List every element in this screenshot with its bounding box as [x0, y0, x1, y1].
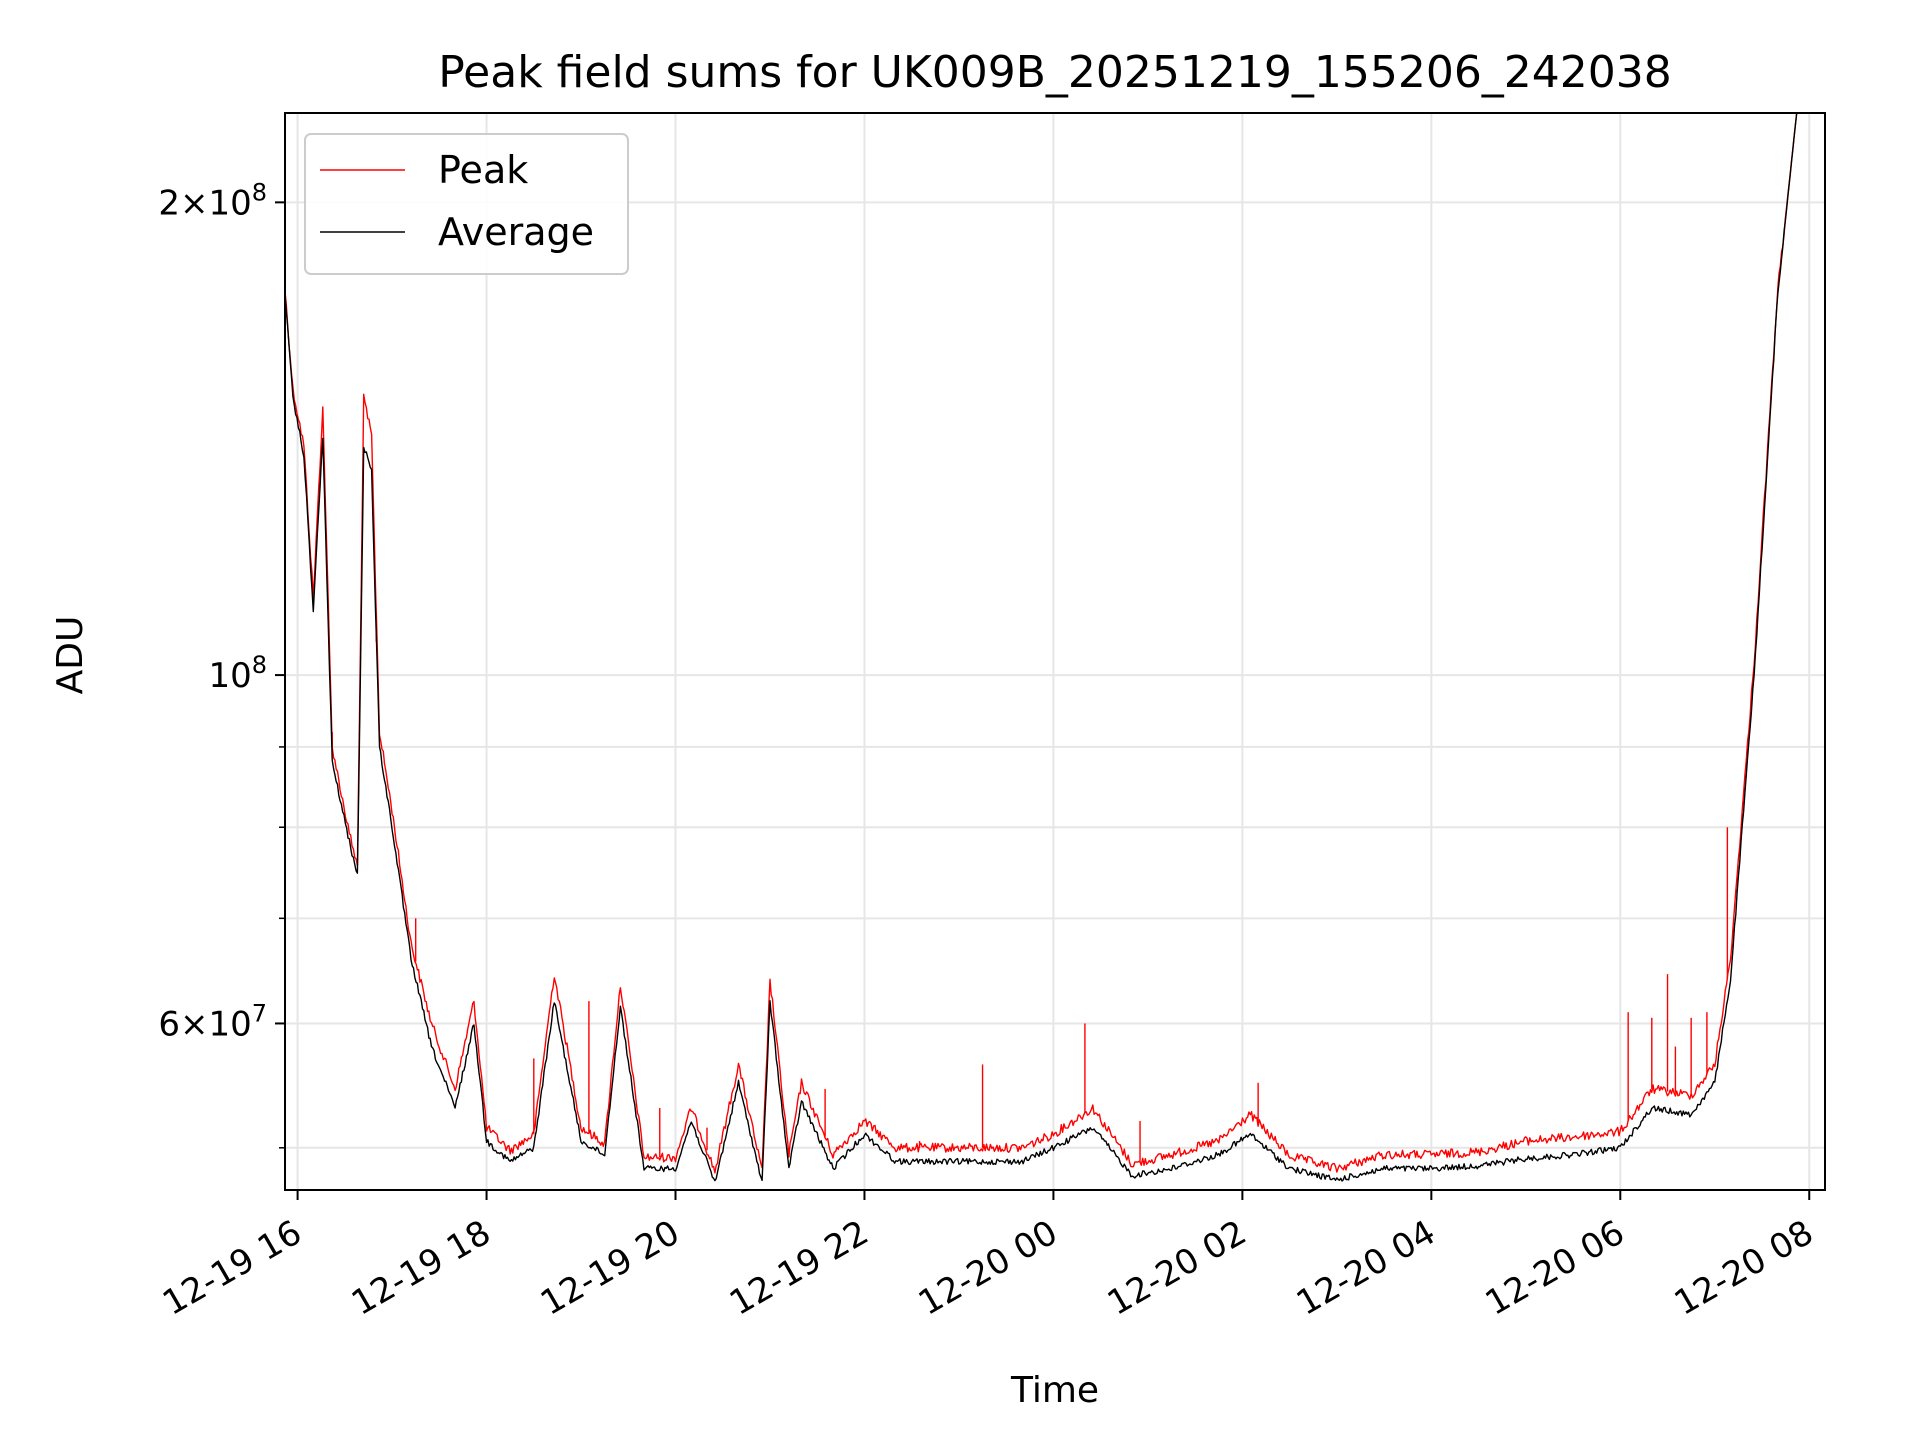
- grid-layer: [285, 113, 1825, 1190]
- plot-frame: [284, 112, 1826, 1191]
- chart-title: Peak field sums for UK009B_20251219_1552…: [438, 47, 1672, 98]
- series-line-average: [284, 112, 1825, 1182]
- y-tick-label: 108: [208, 651, 267, 696]
- legend-label-average: Average: [438, 210, 594, 254]
- legend-label-peak: Peak: [438, 148, 528, 192]
- x-axis-label: Time: [1010, 1370, 1099, 1411]
- series-layer: [284, 112, 1825, 1182]
- series-line-peak: [284, 112, 1825, 1174]
- legend-box: [304, 133, 629, 275]
- legend: Peak Average: [304, 133, 629, 275]
- y-tick-label: 2×108: [158, 178, 267, 223]
- tick-layer: [275, 201, 1811, 1200]
- y-axis-label: ADU: [50, 616, 91, 695]
- y-tick-label: 6×107: [158, 999, 267, 1044]
- plot-area: [285, 113, 1825, 1190]
- series-average: [284, 112, 1825, 1182]
